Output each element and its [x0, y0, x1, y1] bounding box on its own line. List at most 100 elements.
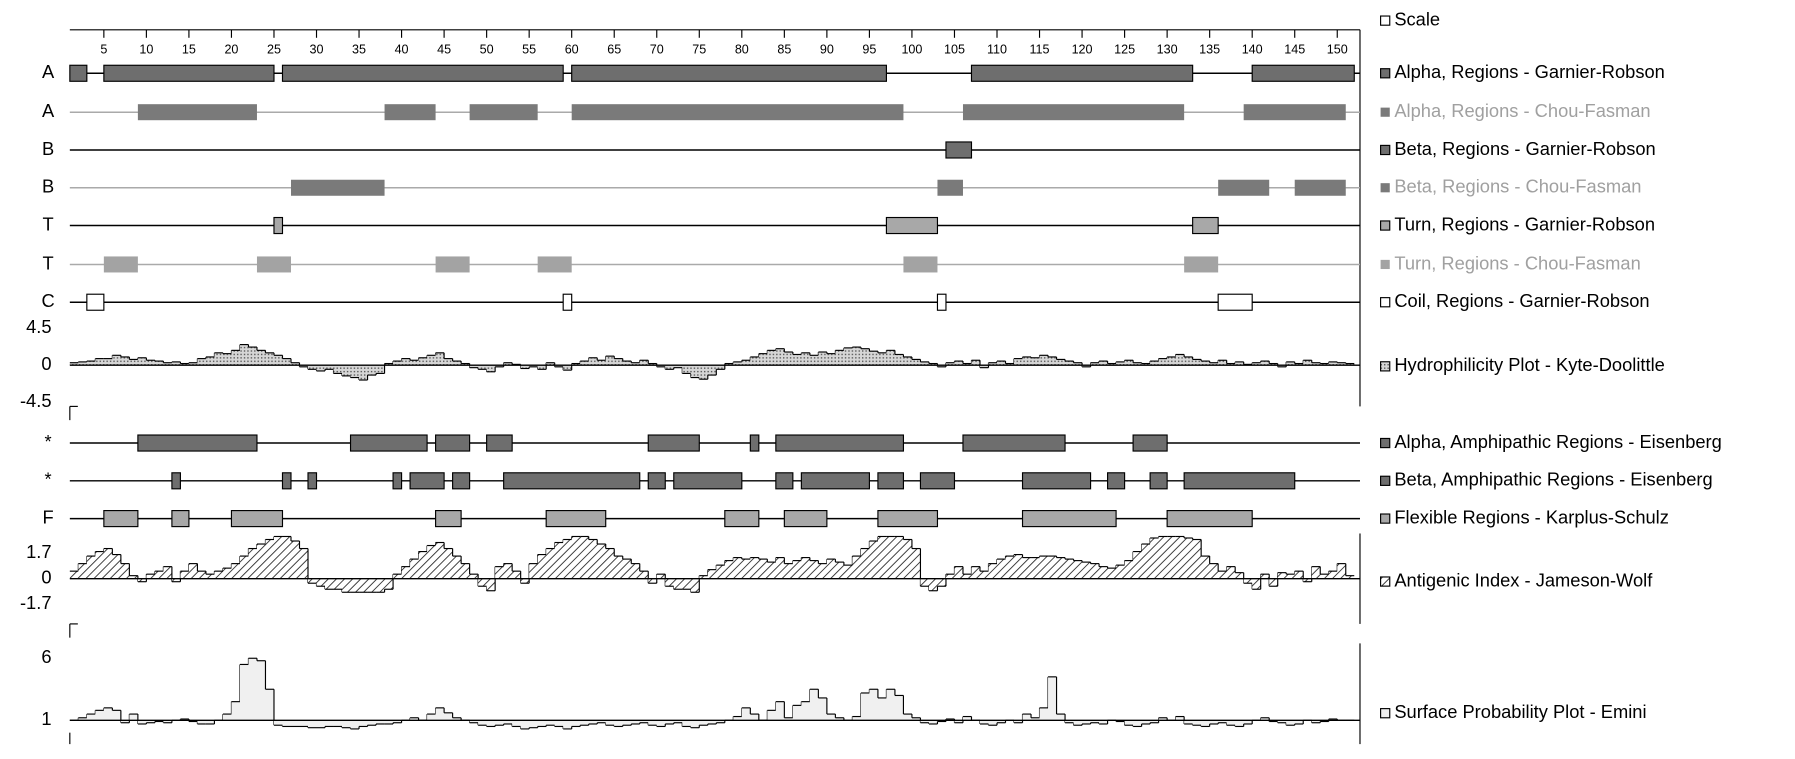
profile-bar [452, 556, 462, 579]
track-symbol: * [45, 431, 52, 452]
profile-bar [1150, 537, 1159, 579]
region [1218, 179, 1270, 196]
region [273, 216, 284, 235]
profile-bar [1277, 720, 1287, 723]
profile-bar [733, 557, 743, 579]
profile-bar [631, 720, 641, 724]
profile-bar [342, 720, 351, 728]
profile-bar [1056, 359, 1066, 366]
profile-bar [988, 720, 998, 726]
profile-bar [205, 720, 215, 724]
x-tick-label: 40 [395, 43, 409, 57]
profile-bar [1039, 707, 1049, 721]
profile-bar [1201, 556, 1211, 579]
region [724, 510, 760, 528]
profile-bar [163, 720, 173, 723]
profile-bar [690, 578, 700, 593]
region [919, 472, 956, 490]
profile-bar [78, 717, 88, 721]
profile-bar [333, 365, 343, 374]
profile-bar [716, 365, 726, 370]
profile-bar [308, 578, 317, 584]
profile-bar [197, 571, 207, 579]
legend-label: Antigenic Index - Jameson-Wolf [1394, 569, 1653, 590]
profile-bar [775, 348, 785, 366]
profile-bar [78, 361, 88, 366]
profile-bar [988, 362, 998, 366]
x-tick-label: 105 [944, 43, 965, 57]
region [307, 472, 318, 490]
profile-bar [1252, 578, 1262, 590]
profile-bar [486, 578, 496, 591]
region [1184, 256, 1219, 273]
track-symbol: T [42, 252, 53, 273]
profile-bar [95, 551, 105, 579]
profile-bar [188, 362, 198, 366]
profile-bar [699, 365, 709, 380]
profile-bar [928, 720, 938, 724]
x-tick-label: 75 [692, 43, 706, 57]
profile-bar [1099, 361, 1108, 366]
profile-bar [1022, 714, 1032, 721]
profile-bar [920, 578, 930, 587]
profile-bar [911, 717, 921, 721]
x-tick-label: 90 [820, 43, 834, 57]
profile-bar [1320, 574, 1330, 579]
profile-bar [750, 714, 760, 721]
profile-bar [928, 363, 938, 366]
profile-bar [724, 363, 734, 366]
profile-bar [835, 717, 845, 721]
profile-bar [971, 360, 981, 366]
x-tick-label: 60 [565, 43, 579, 57]
region [171, 510, 190, 528]
profile-bar [784, 352, 794, 366]
profile-bar [163, 362, 173, 366]
profile-bar [222, 714, 232, 721]
profile-bar [997, 559, 1006, 579]
profile-bar [682, 720, 692, 727]
region [1243, 104, 1346, 121]
profile-bar [146, 574, 156, 579]
profile-bar [707, 569, 717, 579]
profile-bar [503, 563, 513, 579]
profile-bar [665, 720, 675, 724]
profile-bar [605, 548, 615, 579]
region [384, 104, 436, 121]
profile-bar [537, 720, 547, 727]
profile-bar [631, 563, 641, 579]
profile-bar [359, 365, 368, 381]
profile-bar [359, 720, 368, 727]
profile-bar [69, 571, 79, 579]
profile-bar [1175, 716, 1185, 721]
profile-bar [835, 562, 845, 579]
profile-bar [979, 571, 989, 579]
profile-bar [571, 363, 581, 366]
region [937, 179, 963, 196]
profile-bar [937, 578, 947, 587]
profile-bar [248, 347, 258, 366]
profile-bar [367, 578, 377, 593]
profile-bar [308, 720, 317, 728]
legend-icon [1380, 259, 1390, 270]
profile-bar [1192, 539, 1202, 579]
profile-bar [248, 548, 258, 579]
profile-bar [835, 350, 845, 366]
profile-bar [137, 357, 147, 366]
legend-label: Alpha, Regions - Chou-Fasman [1394, 100, 1650, 121]
region [903, 256, 938, 273]
profile-bar [639, 720, 649, 723]
profile-bar [1031, 717, 1040, 721]
profile-bar [673, 578, 683, 590]
profile-bar [376, 720, 385, 724]
profile-bar [886, 350, 896, 366]
profile-bar [367, 720, 377, 726]
profile-bar [1048, 356, 1057, 366]
x-tick-label: 15 [182, 43, 196, 57]
region [800, 472, 870, 490]
profile-bar [979, 720, 989, 724]
x-tick-label: 45 [437, 43, 451, 57]
region [435, 434, 471, 452]
profile-bar [350, 720, 360, 729]
profile-bar [852, 347, 862, 366]
profile-bar [886, 689, 896, 721]
